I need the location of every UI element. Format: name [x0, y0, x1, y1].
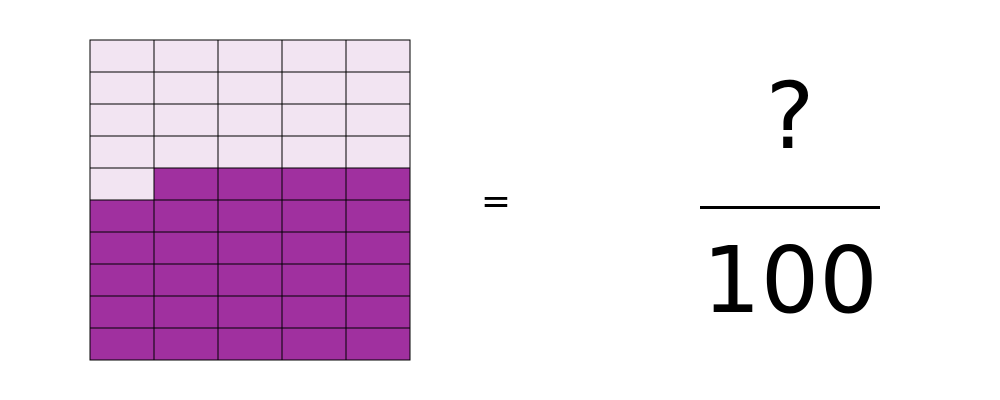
unshaded-cell — [345, 71, 411, 105]
unshaded-cell — [153, 71, 219, 105]
unshaded-cell — [89, 103, 155, 137]
shaded-cell — [345, 327, 411, 361]
unshaded-cell — [281, 103, 347, 137]
shaded-cell — [153, 295, 219, 329]
shaded-cell — [89, 295, 155, 329]
fraction-bar — [700, 206, 880, 209]
unshaded-cell — [345, 135, 411, 169]
shaded-cell — [89, 327, 155, 361]
unshaded-cell — [281, 39, 347, 73]
shaded-cell — [217, 199, 283, 233]
unshaded-cell — [217, 103, 283, 137]
unshaded-cell — [281, 71, 347, 105]
shaded-cell — [217, 231, 283, 265]
unshaded-cell — [89, 39, 155, 73]
shaded-cell — [89, 231, 155, 265]
shaded-cell — [217, 327, 283, 361]
shaded-cell — [281, 167, 347, 201]
shaded-cell — [153, 199, 219, 233]
equals-sign: = — [480, 181, 512, 222]
unshaded-cell — [89, 167, 155, 201]
unshaded-cell — [153, 135, 219, 169]
unshaded-cell — [345, 103, 411, 137]
shaded-cell — [217, 295, 283, 329]
shaded-cell — [345, 167, 411, 201]
shaded-cell — [89, 263, 155, 297]
shaded-cell — [153, 167, 219, 201]
shaded-cell — [345, 199, 411, 233]
shaded-cell — [153, 263, 219, 297]
shaded-cell — [281, 327, 347, 361]
shaded-cell — [345, 263, 411, 297]
unshaded-cell — [345, 39, 411, 73]
denominator: 100 — [702, 227, 878, 334]
unshaded-cell — [89, 71, 155, 105]
unshaded-cell — [89, 135, 155, 169]
shaded-cell — [281, 231, 347, 265]
shaded-cell — [281, 295, 347, 329]
shaded-cell — [345, 231, 411, 265]
unshaded-cell — [217, 71, 283, 105]
shaded-cell — [153, 231, 219, 265]
unshaded-cell — [217, 135, 283, 169]
shaded-cell — [217, 263, 283, 297]
numerator: ? — [765, 63, 815, 170]
shaded-cell — [281, 263, 347, 297]
fraction: ? 100 — [690, 52, 890, 342]
unshaded-cell — [281, 135, 347, 169]
shaded-cell — [345, 295, 411, 329]
shaded-cell — [89, 199, 155, 233]
shaded-cell — [217, 167, 283, 201]
unshaded-cell — [217, 39, 283, 73]
unshaded-cell — [153, 39, 219, 73]
shaded-cell — [153, 327, 219, 361]
unshaded-cell — [153, 103, 219, 137]
shaded-cell — [281, 199, 347, 233]
